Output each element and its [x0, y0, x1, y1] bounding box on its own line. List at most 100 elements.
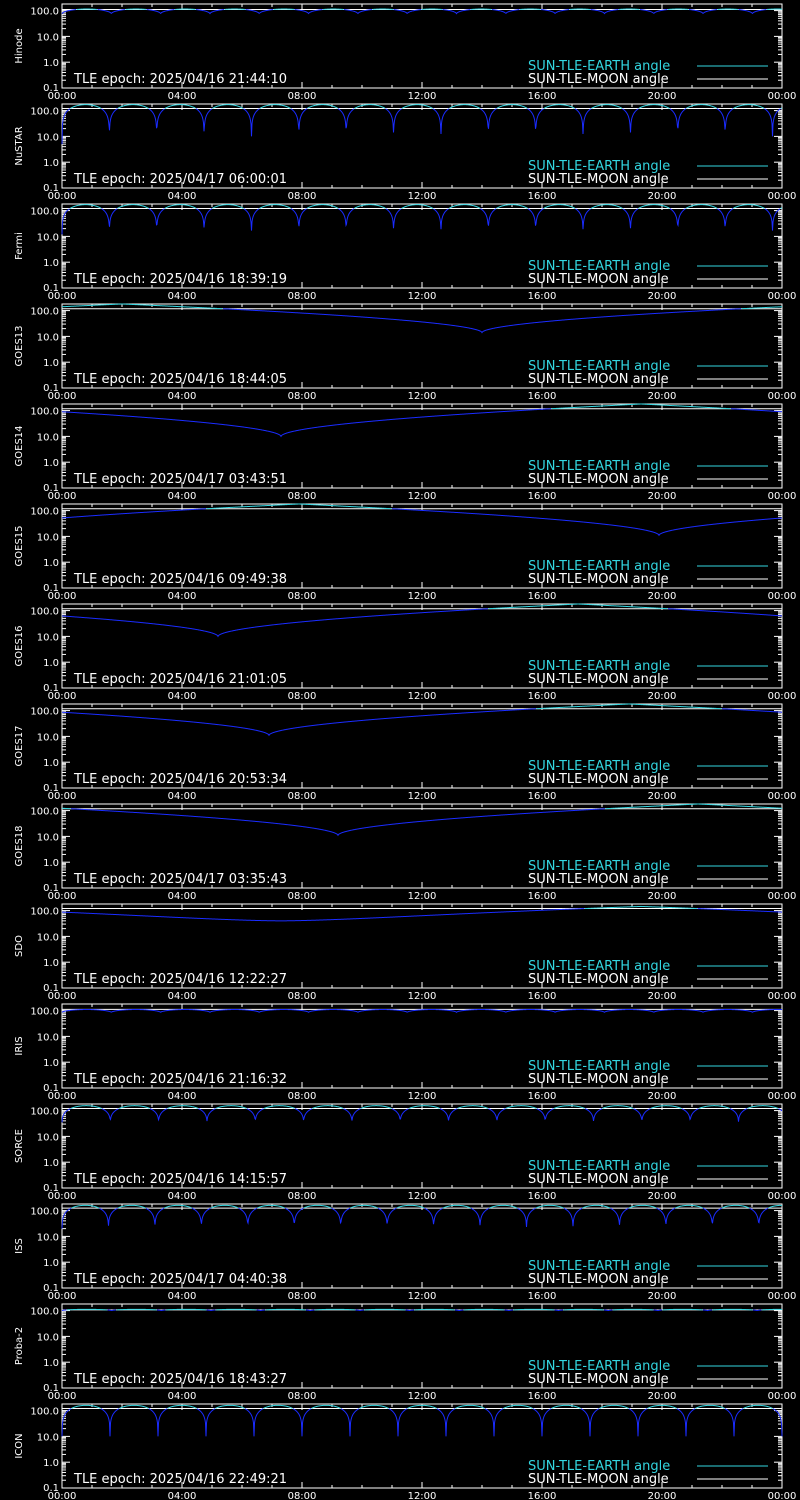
legend-earth-label: SUN-TLE-EARTH angle [528, 259, 670, 274]
y-tick-label: 10.0 [37, 832, 59, 843]
tle-epoch-label: TLE epoch: 2025/04/16 12:22:27 [73, 972, 287, 987]
tle-epoch-label: TLE epoch: 2025/04/16 18:39:19 [73, 272, 287, 287]
legend-earth-label: SUN-TLE-EARTH angle [528, 1359, 670, 1374]
earth-angle-curve [536, 703, 722, 710]
x-tick-label: 04:00 [168, 691, 197, 702]
x-tick-label: 00:00 [48, 191, 77, 202]
x-tick-label: 12:00 [408, 1291, 437, 1302]
x-tick-label: 08:00 [288, 591, 317, 602]
earth-angle-curve-below [61, 108, 781, 145]
x-tick-label: 08:00 [288, 1391, 317, 1402]
earth-angle-curve [70, 1105, 779, 1109]
y-tick-label: 100.0 [30, 807, 59, 818]
legend-moon-label: SUN-TLE-MOON angle [528, 272, 669, 287]
y-axis-label: Fermi [14, 232, 25, 260]
tle-epoch-label: TLE epoch: 2025/04/16 20:53:34 [73, 772, 287, 787]
earth-angle-curve [76, 8, 783, 11]
tle-epoch-label: TLE epoch: 2025/04/16 14:15:57 [73, 1172, 287, 1187]
x-tick-label: 20:00 [648, 891, 677, 902]
y-tick-label: 1.0 [43, 958, 59, 969]
x-tick-label: 20:00 [648, 1491, 677, 1500]
legend-earth-label: SUN-TLE-EARTH angle [528, 859, 670, 874]
earth-angle-curve-below [222, 308, 742, 334]
x-tick-label: 08:00 [288, 491, 317, 502]
y-tick-label: 10.0 [37, 1232, 59, 1243]
legend-moon-label: SUN-TLE-MOON angle [528, 472, 669, 487]
y-tick-label: 1.0 [43, 1358, 59, 1369]
y-tick-label: 10.0 [37, 1432, 59, 1443]
earth-angle-curve-below [61, 1207, 769, 1229]
x-tick-label: 12:00 [408, 591, 437, 602]
x-tick-label: 00:00 [768, 391, 797, 402]
x-tick-label: 16:00 [528, 691, 557, 702]
y-tick-label: 1.0 [43, 458, 59, 469]
x-tick-label: 00:00 [48, 291, 77, 302]
x-tick-label: 08:00 [288, 791, 317, 802]
x-tick-label: 04:00 [168, 991, 197, 1002]
y-axis-label: IRIS [14, 1036, 25, 1055]
x-tick-label: 00:00 [48, 1091, 77, 1102]
earth-angle-curve [71, 1404, 773, 1409]
y-tick-label: 0.1 [43, 383, 59, 394]
earth-angle-curve-below [61, 9, 767, 15]
legend-moon-label: SUN-TLE-MOON angle [528, 1472, 669, 1487]
x-tick-label: 16:00 [528, 1091, 557, 1102]
legend-moon-label: SUN-TLE-MOON angle [528, 972, 669, 987]
y-tick-label: 100.0 [30, 1307, 59, 1318]
x-tick-label: 04:00 [168, 1491, 197, 1500]
y-axis-label: Hinode [14, 28, 25, 63]
x-tick-label: 08:00 [288, 1191, 317, 1202]
x-tick-label: 00:00 [768, 1391, 797, 1402]
tle-epoch-label: TLE epoch: 2025/04/16 18:44:05 [73, 372, 287, 387]
legend-moon-label: SUN-TLE-MOON angle [528, 1072, 669, 1087]
y-tick-label: 100.0 [30, 307, 59, 318]
y-tick-label: 1.0 [43, 1158, 59, 1169]
tle-epoch-label: TLE epoch: 2025/04/17 03:35:43 [73, 872, 287, 887]
tle-epoch-label: TLE epoch: 2025/04/17 04:40:38 [73, 1272, 287, 1287]
y-tick-label: 100.0 [30, 407, 59, 418]
legend-earth-label: SUN-TLE-EARTH angle [528, 359, 670, 374]
x-tick-label: 04:00 [168, 891, 197, 902]
y-tick-label: 1.0 [43, 1058, 59, 1069]
legend-earth-label: SUN-TLE-EARTH angle [528, 459, 670, 474]
x-tick-label: 00:00 [48, 691, 77, 702]
x-tick-label: 20:00 [648, 1291, 677, 1302]
earth-angle-curve [206, 503, 392, 510]
earth-angle-curve-below [61, 708, 783, 737]
y-tick-label: 1.0 [43, 358, 59, 369]
earth-angle-curve [61, 803, 783, 810]
y-tick-label: 0.1 [43, 1183, 59, 1194]
x-tick-label: 00:00 [48, 791, 77, 802]
x-tick-label: 20:00 [648, 191, 677, 202]
earth-angle-curve-below [61, 408, 783, 438]
x-tick-label: 04:00 [168, 491, 197, 502]
legend-moon-label: SUN-TLE-MOON angle [528, 372, 669, 387]
legend-moon-label: SUN-TLE-MOON angle [528, 572, 669, 587]
x-tick-label: 00:00 [48, 91, 77, 102]
y-axis-label: GOES17 [14, 725, 25, 766]
x-tick-label: 00:00 [48, 491, 77, 502]
tle-epoch-label: TLE epoch: 2025/04/16 21:16:32 [73, 1072, 287, 1087]
legend-moon-label: SUN-TLE-MOON angle [528, 772, 669, 787]
x-tick-label: 00:00 [48, 991, 77, 1002]
legend-moon-label: SUN-TLE-MOON angle [528, 1172, 669, 1187]
x-tick-label: 00:00 [48, 891, 77, 902]
tle-epoch-label: TLE epoch: 2025/04/16 21:01:05 [73, 672, 287, 687]
y-tick-label: 0.1 [43, 1383, 59, 1394]
x-tick-label: 04:00 [168, 1091, 197, 1102]
y-axis-label: GOES16 [14, 625, 25, 666]
y-tick-label: 0.1 [43, 183, 59, 194]
x-tick-label: 08:00 [288, 291, 317, 302]
y-tick-label: 100.0 [30, 7, 59, 18]
x-tick-label: 00:00 [48, 1191, 77, 1202]
legend-earth-label: SUN-TLE-EARTH angle [528, 759, 670, 774]
y-tick-label: 100.0 [30, 1407, 59, 1418]
y-axis-label: GOES15 [14, 525, 25, 566]
x-tick-label: 12:00 [408, 491, 437, 502]
